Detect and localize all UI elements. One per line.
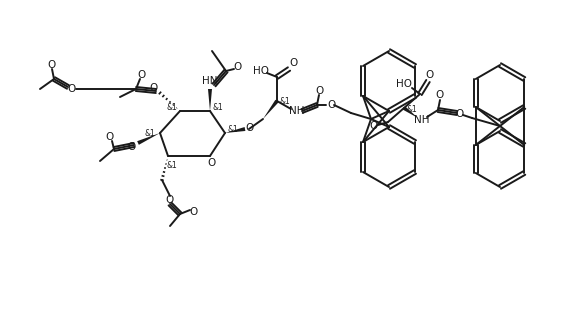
Polygon shape xyxy=(137,133,160,145)
Polygon shape xyxy=(263,100,279,119)
Text: O: O xyxy=(436,90,444,100)
Text: NH: NH xyxy=(414,115,430,125)
Text: O: O xyxy=(48,60,56,70)
Text: O: O xyxy=(370,121,378,131)
Text: O: O xyxy=(208,158,216,168)
Text: &1: &1 xyxy=(167,104,177,113)
Text: O: O xyxy=(127,142,135,152)
Text: O: O xyxy=(166,195,174,205)
Text: &1: &1 xyxy=(227,124,238,133)
Polygon shape xyxy=(225,127,245,133)
Text: O: O xyxy=(138,70,146,80)
Text: O: O xyxy=(234,62,242,72)
Polygon shape xyxy=(403,106,418,118)
Text: &1: &1 xyxy=(145,128,155,137)
Text: O: O xyxy=(328,100,336,110)
Text: O: O xyxy=(149,83,157,93)
Text: O: O xyxy=(426,70,434,80)
Text: O: O xyxy=(456,109,464,119)
Text: HO: HO xyxy=(396,79,412,89)
Text: HN: HN xyxy=(203,76,218,86)
Text: &1: &1 xyxy=(407,105,417,114)
Text: O: O xyxy=(315,86,323,96)
Text: O: O xyxy=(246,123,254,133)
Polygon shape xyxy=(208,89,212,111)
Text: NH: NH xyxy=(289,106,305,116)
Text: O: O xyxy=(190,207,198,217)
Text: &1: &1 xyxy=(213,104,223,113)
Text: &1: &1 xyxy=(167,161,177,170)
Text: O: O xyxy=(106,132,114,142)
Text: O: O xyxy=(289,58,297,68)
Text: &1: &1 xyxy=(280,96,290,105)
Text: HO: HO xyxy=(253,66,269,76)
Text: O: O xyxy=(68,84,76,94)
